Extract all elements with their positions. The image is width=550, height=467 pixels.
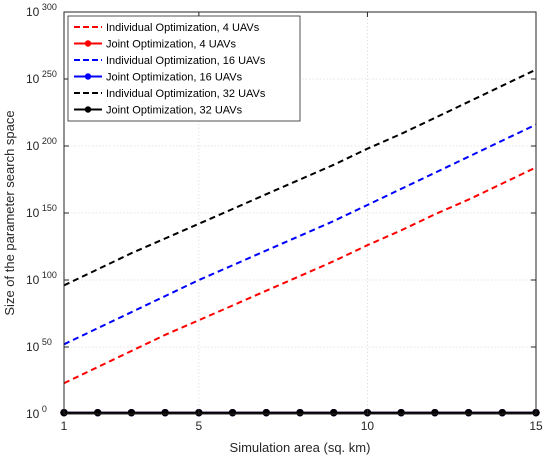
legend-entry: Individual Optimization, 16 UAVs — [74, 55, 266, 67]
x-tick-label: 10 — [361, 419, 375, 433]
y-tick-label: 10 100 — [26, 270, 57, 287]
y-tick-label: 10 200 — [26, 136, 57, 153]
legend: Individual Optimization, 4 UAVs Joint Opt… — [67, 15, 301, 122]
legend-entry: Individual Optimization, 4 UAVs — [74, 22, 260, 34]
series-5 — [63, 68, 537, 287]
legend-entry: Joint Optimization, 4 UAVs — [74, 39, 237, 51]
legend-entry: Joint Optimization, 16 UAVs — [74, 72, 243, 84]
data-point — [330, 408, 338, 417]
legend-label: Individual Optimization, 16 UAVs — [106, 55, 266, 67]
data-point — [296, 408, 304, 417]
y-tick-label: 10 0 — [26, 404, 47, 421]
data-point — [464, 408, 473, 417]
data-point — [262, 408, 270, 417]
series-line — [63, 68, 537, 287]
x-axis-label: Simulation area (sq. km) — [230, 440, 371, 455]
legend-label: Joint Optimization, 32 UAVs — [106, 105, 243, 117]
data-point — [498, 408, 506, 417]
legend-entry: Individual Optimization, 32 UAVs — [74, 88, 266, 100]
y-tick-label: 10 50 — [26, 337, 52, 354]
x-tick-label: 5 — [196, 419, 203, 433]
series-group — [60, 68, 540, 417]
y-tick-label: 10 300 — [26, 2, 57, 19]
y-axis-label: Size of the parameter search space — [2, 110, 17, 315]
legend-marker — [84, 40, 92, 47]
legend-label: Joint Optimization, 16 UAVs — [106, 72, 243, 84]
x-tick-label: 15 — [529, 419, 543, 433]
data-point — [397, 408, 405, 417]
data-point — [161, 408, 169, 417]
legend-label: Individual Optimization, 4 UAVs — [106, 22, 260, 34]
legend-marker — [84, 73, 92, 80]
legend-marker — [84, 106, 92, 113]
series-1 — [63, 166, 537, 385]
data-point — [127, 408, 136, 417]
y-tick-label: 10 250 — [26, 69, 57, 86]
legend-label: Joint Optimization, 4 UAVs — [106, 39, 237, 51]
data-point — [431, 408, 439, 417]
data-point — [228, 408, 237, 417]
data-point — [94, 408, 102, 417]
series-line — [63, 123, 537, 346]
legend-box — [67, 15, 301, 122]
series-line — [63, 166, 537, 385]
series-6 — [60, 408, 540, 417]
legend-entry: Joint Optimization, 32 UAVs — [74, 105, 243, 117]
legend-label: Individual Optimization, 32 UAVs — [106, 88, 266, 100]
y-tick-label: 10 150 — [26, 203, 57, 220]
x-tick-label: 1 — [61, 419, 68, 433]
series-3 — [63, 123, 537, 346]
